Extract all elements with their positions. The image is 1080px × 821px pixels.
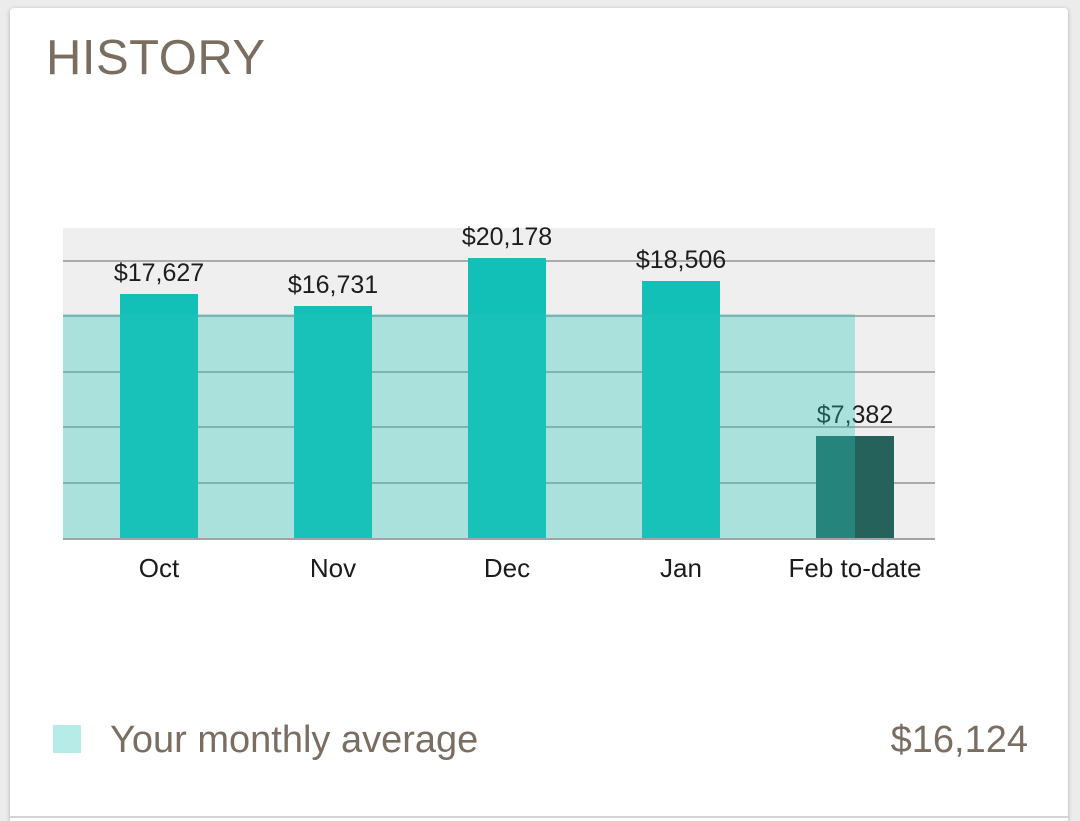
chart-bar-oct [120,293,198,538]
average-legend-label: Your monthly average [110,719,479,761]
monthly-average-legend-row: Your monthly average $16,124 [10,713,1068,773]
bottom-divider [10,816,1068,818]
chart-bar-feb-to-date [816,435,894,538]
spending-history-chart: $17,627 $16,731 $20,178 $18,506 $7,382 [63,223,935,540]
bar-value-label: $20,178 [461,223,553,252]
chart-bar-dec [468,258,546,538]
bar-value-label: $18,506 [635,246,727,275]
x-axis-labels: Oct Nov Dec Jan Feb to-date [63,553,935,587]
page-title: HISTORY [46,31,266,85]
average-swatch-icon [53,725,81,753]
chart-bar-jan [642,281,720,538]
history-card: HISTORY $17,627 $16,731 $20,178 $18,506 $7,3… [10,8,1068,821]
x-axis-label: Oct [138,553,180,583]
chart-bar-nov [294,306,372,538]
x-axis-label: Nov [309,553,357,583]
bar-value-label: $17,627 [113,258,205,287]
x-axis-label: Feb to-date [788,553,922,583]
average-legend-value: $16,124 [890,719,1028,761]
x-axis-label: Dec [483,553,531,583]
bar-value-label: $16,731 [287,271,379,299]
x-axis-label: Jan [660,553,702,583]
bar-value-label: $7,382 [816,400,894,429]
